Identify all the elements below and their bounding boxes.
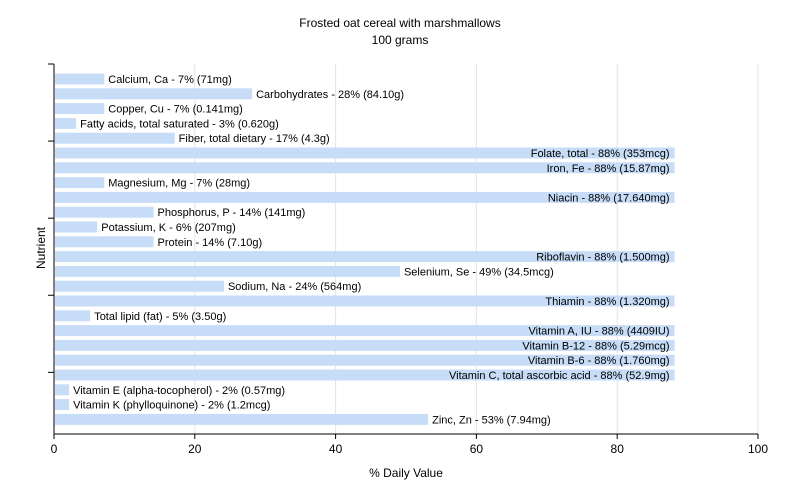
x-tick-label: 100 [748, 442, 768, 456]
bar [55, 147, 675, 159]
bar [55, 384, 70, 396]
bar-label: Zinc, Zn - 53% (7.94mg) [432, 414, 551, 426]
y-axis-title: Nutrient [34, 226, 48, 269]
bar [55, 236, 154, 248]
bar [55, 295, 675, 307]
x-tick-label: 60 [470, 442, 484, 456]
bar-label: Fatty acids, total saturated - 3% (0.620… [80, 118, 279, 130]
x-tick-label: 0 [51, 442, 58, 456]
x-tick-label: 20 [188, 442, 202, 456]
bar [55, 413, 429, 425]
bar-label: Niacin - 88% (17.640mg) [548, 192, 670, 204]
bar-label: Selenium, Se - 49% (34.5mcg) [404, 266, 554, 278]
bar-label: Vitamin E (alpha-tocopherol) - 2% (0.57m… [73, 385, 285, 397]
bar-label: Vitamin A, IU - 88% (4409IU) [528, 326, 669, 338]
chart-title: Frosted oat cereal with marshmallows [299, 16, 500, 30]
bar-label: Vitamin C, total ascorbic acid - 88% (52… [449, 370, 670, 382]
bar [55, 280, 224, 292]
bar [55, 325, 675, 337]
bar [55, 251, 675, 263]
bar-label: Calcium, Ca - 7% (71mg) [108, 74, 231, 86]
bar [55, 73, 105, 85]
axes: 0 20 40 60 80 100 [48, 63, 768, 456]
bar [55, 191, 675, 203]
bar [55, 221, 98, 233]
bar-label: Riboflavin - 88% (1.500mg) [536, 252, 669, 264]
bar [55, 369, 675, 381]
bar-label: Potassium, K - 6% (207mg) [101, 222, 236, 234]
bar [55, 103, 105, 115]
bar-label: Vitamin K (phylloquinone) - 2% (1.2mcg) [73, 400, 270, 412]
bar [55, 310, 91, 322]
bar [55, 177, 105, 189]
bar-label: Folate, total - 88% (353mcg) [531, 148, 670, 160]
bar [55, 339, 675, 351]
bar-label: Total lipid (fat) - 5% (3.50g) [94, 311, 226, 323]
bar [55, 88, 253, 100]
bar [55, 162, 675, 174]
bar [55, 354, 675, 366]
bar [55, 265, 400, 277]
bar-label: Iron, Fe - 88% (15.87mg) [547, 163, 670, 175]
bar [55, 132, 175, 144]
bars: Calcium, Ca - 7% (71mg) Carbohydrates - 2… [55, 73, 675, 426]
bar-label: Copper, Cu - 7% (0.141mg) [108, 104, 243, 116]
bar-label: Phosphorus, P - 14% (141mg) [158, 207, 306, 219]
bar-label: Thiamin - 88% (1.320mg) [545, 296, 669, 308]
bar [55, 206, 154, 218]
bar-label: Magnesium, Mg - 7% (28mg) [108, 178, 250, 190]
bar-label: Carbohydrates - 28% (84.10g) [256, 89, 404, 101]
x-axis-title: % Daily Value [369, 466, 443, 480]
bar [55, 399, 70, 411]
x-tick-label: 40 [329, 442, 343, 456]
chart-subtitle: 100 grams [372, 33, 429, 47]
bar-label: Vitamin B-12 - 88% (5.29mcg) [522, 340, 669, 352]
bar-label: Protein - 14% (7.10g) [158, 237, 263, 249]
bar-label: Sodium, Na - 24% (564mg) [228, 281, 361, 293]
bar [55, 117, 77, 129]
bar-label: Fiber, total dietary - 17% (4.3g) [179, 133, 330, 145]
bar-label: Vitamin B-6 - 88% (1.760mg) [528, 355, 670, 367]
x-tick-label: 80 [611, 442, 625, 456]
